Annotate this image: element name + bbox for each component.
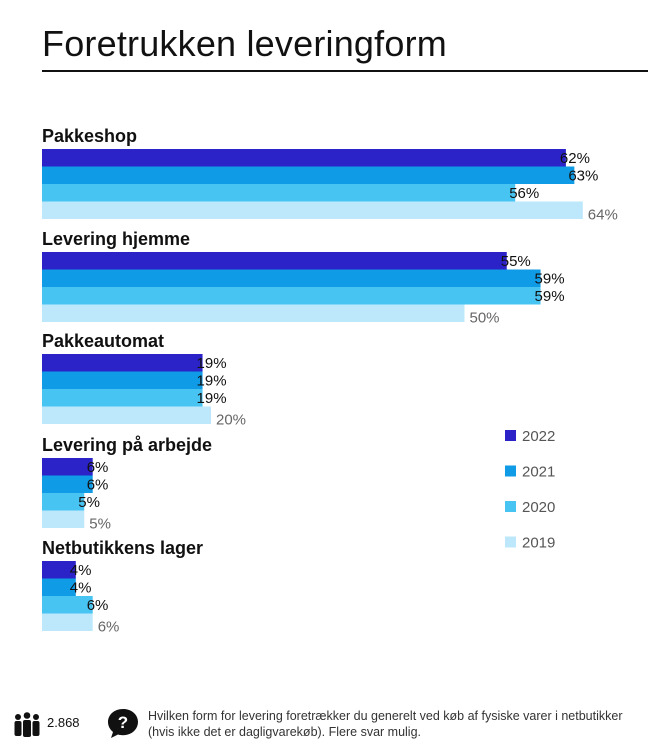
legend-label-2021: 2021 (522, 464, 555, 481)
value-label-levering-hjemme-2022: 55% (501, 253, 531, 270)
bar-levering-hjemme-2019 (42, 304, 465, 322)
bar-levering-på-arbejde-2021 (42, 475, 93, 493)
respondent-count: 2.868 (47, 715, 80, 730)
bar-netbutikkens-lager-2019 (42, 613, 93, 631)
svg-text:?: ? (118, 713, 128, 732)
bar-pakkeshop-2021 (42, 166, 575, 184)
value-label-pakkeautomat-2019: 20% (216, 411, 246, 428)
value-label-pakkeshop-2020: 56% (509, 185, 539, 202)
chart-title: Foretrukken leveringform (42, 23, 447, 64)
legend-label-2019: 2019 (522, 535, 555, 552)
bar-pakkeshop-2022 (42, 149, 566, 167)
category-label-pakkeautomat: Pakkeautomat (42, 331, 164, 351)
category-label-netbutikkens-lager: Netbutikkens lager (42, 538, 203, 558)
legend-label-2020: 2020 (522, 499, 555, 516)
value-label-pakkeautomat-2022: 19% (197, 355, 227, 372)
value-label-levering-på-arbejde-2020: 5% (78, 494, 100, 511)
category-label-levering-hjemme: Levering hjemme (42, 229, 190, 249)
value-label-netbutikkens-lager-2019: 6% (98, 618, 120, 635)
bar-levering-hjemme-2020 (42, 287, 541, 305)
value-label-levering-hjemme-2019: 50% (470, 309, 500, 326)
question-bubble-icon: ? (108, 709, 138, 738)
legend-swatch-2019 (505, 536, 516, 548)
bar-netbutikkens-lager-2021 (42, 578, 76, 596)
bar-levering-på-arbejde-2019 (42, 510, 85, 528)
value-label-pakkeshop-2019: 64% (588, 206, 618, 223)
legend-swatch-2020 (505, 501, 516, 512)
bar-pakkeshop-2019 (42, 201, 583, 219)
bar-levering-hjemme-2021 (42, 269, 541, 287)
category-label-levering-på-arbejde: Levering på arbejde (42, 435, 212, 455)
bar-pakkeautomat-2021 (42, 371, 203, 389)
value-label-pakkeshop-2021: 63% (568, 167, 598, 184)
value-label-netbutikkens-lager-2020: 6% (87, 597, 109, 614)
value-label-levering-på-arbejde-2021: 6% (87, 476, 109, 493)
bar-pakkeautomat-2022 (42, 354, 203, 372)
bar-pakkeautomat-2020 (42, 389, 203, 407)
bar-netbutikkens-lager-2020 (42, 596, 93, 614)
bar-netbutikkens-lager-2022 (42, 561, 76, 579)
value-label-levering-hjemme-2021: 59% (535, 270, 565, 287)
value-label-levering-på-arbejde-2019: 5% (89, 515, 111, 532)
category-label-pakkeshop: Pakkeshop (42, 126, 137, 146)
bar-levering-på-arbejde-2022 (42, 458, 93, 476)
value-label-levering-hjemme-2020: 59% (535, 288, 565, 305)
value-label-pakkeshop-2022: 62% (560, 150, 590, 167)
value-label-netbutikkens-lager-2022: 4% (70, 562, 92, 579)
value-label-netbutikkens-lager-2021: 4% (70, 579, 92, 596)
value-label-pakkeautomat-2020: 19% (197, 390, 227, 407)
bar-levering-på-arbejde-2020 (42, 493, 85, 511)
legend-label-2022: 2022 (522, 428, 555, 445)
people-icon (14, 712, 40, 737)
bar-pakkeshop-2020 (42, 184, 516, 202)
bar-levering-hjemme-2022 (42, 252, 507, 270)
bar-pakkeautomat-2019 (42, 406, 211, 424)
survey-question: Hvilken form for levering foretrækker du… (148, 709, 623, 739)
legend-swatch-2021 (505, 465, 516, 477)
value-label-pakkeautomat-2021: 19% (197, 372, 227, 389)
legend-swatch-2022 (505, 430, 516, 441)
value-label-levering-på-arbejde-2022: 6% (87, 459, 109, 476)
title-divider (42, 70, 648, 72)
